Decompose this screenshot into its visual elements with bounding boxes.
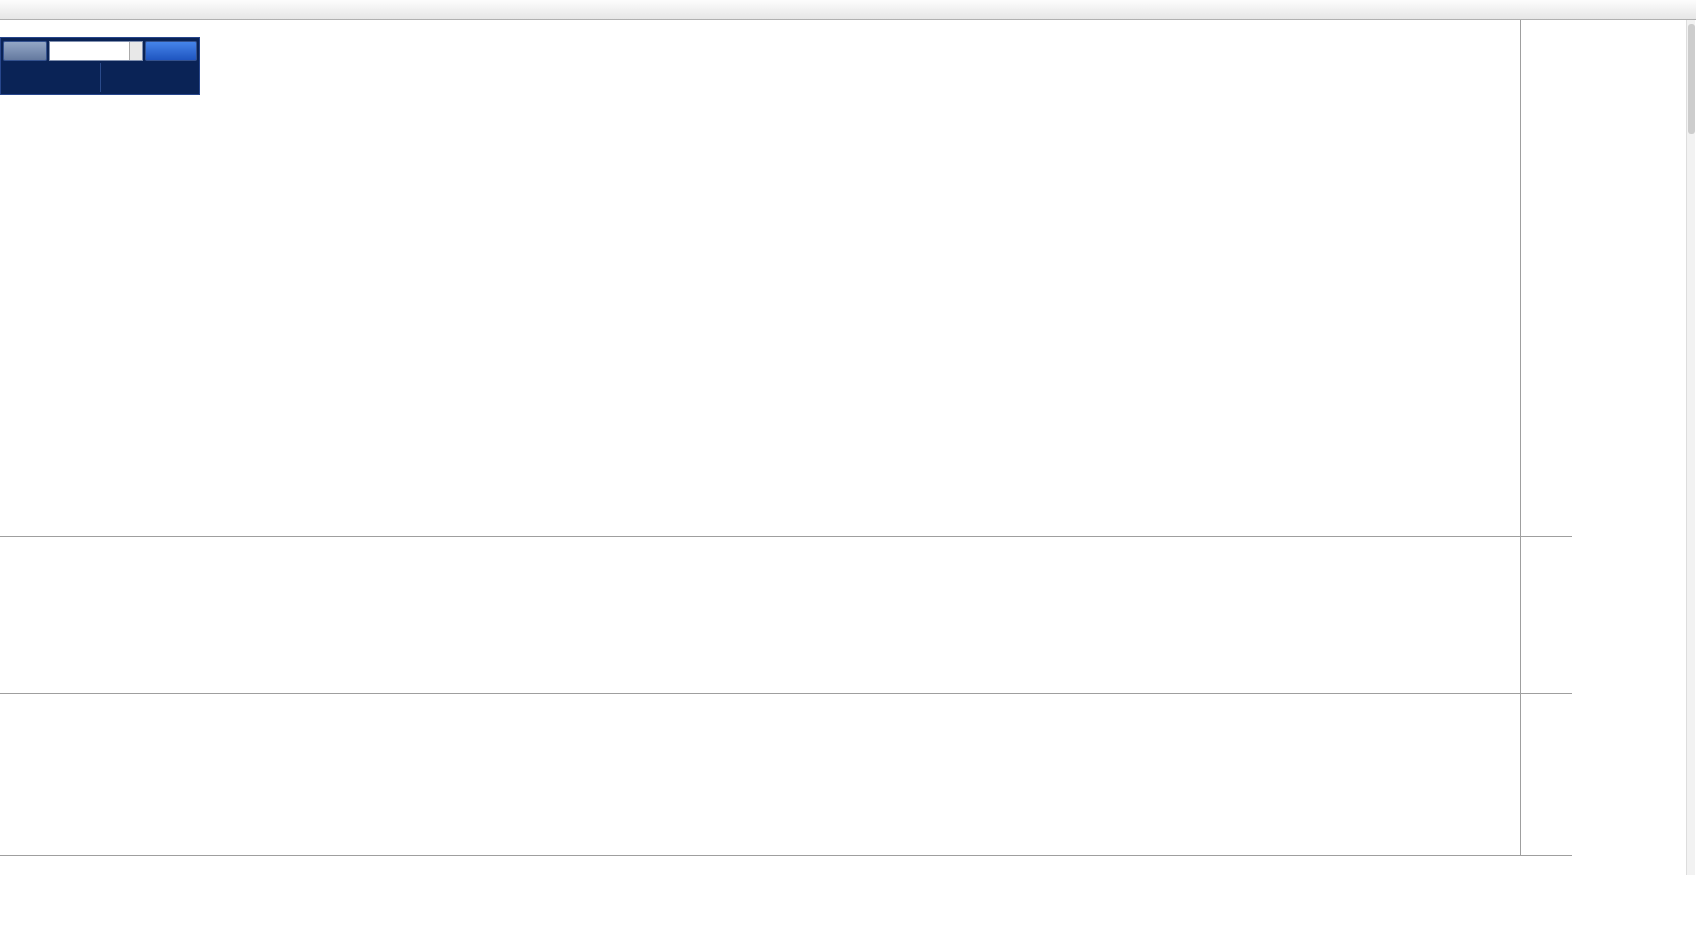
toolbar <box>0 0 1696 20</box>
trade-panel-prices <box>1 63 199 92</box>
buy-price[interactable] <box>101 63 200 92</box>
macd-indicator-label <box>3 539 13 550</box>
volume-spinner[interactable] <box>129 41 142 60</box>
price-chart-canvas[interactable] <box>0 20 1520 536</box>
rsi-panel-canvas[interactable] <box>0 693 1520 855</box>
price-axis[interactable] <box>1521 20 1572 855</box>
volume-input[interactable] <box>49 40 143 61</box>
one-click-trading-panel <box>0 37 200 95</box>
time-axis[interactable] <box>0 855 1572 877</box>
panel-separator <box>0 855 1572 856</box>
panel-separator[interactable] <box>0 536 1572 537</box>
panel-separator[interactable] <box>0 693 1572 694</box>
rsi-indicator-label <box>3 696 8 707</box>
buy-button[interactable] <box>145 40 197 61</box>
scrollbar-thumb[interactable] <box>1688 24 1695 134</box>
vertical-scrollbar[interactable] <box>1686 20 1695 875</box>
sell-price[interactable] <box>1 63 101 92</box>
sell-button[interactable] <box>3 40 47 61</box>
chart-region <box>0 20 1696 877</box>
price-axis-border <box>1520 20 1521 855</box>
trade-panel-controls <box>1 38 199 63</box>
macd-panel-canvas[interactable] <box>0 536 1520 693</box>
